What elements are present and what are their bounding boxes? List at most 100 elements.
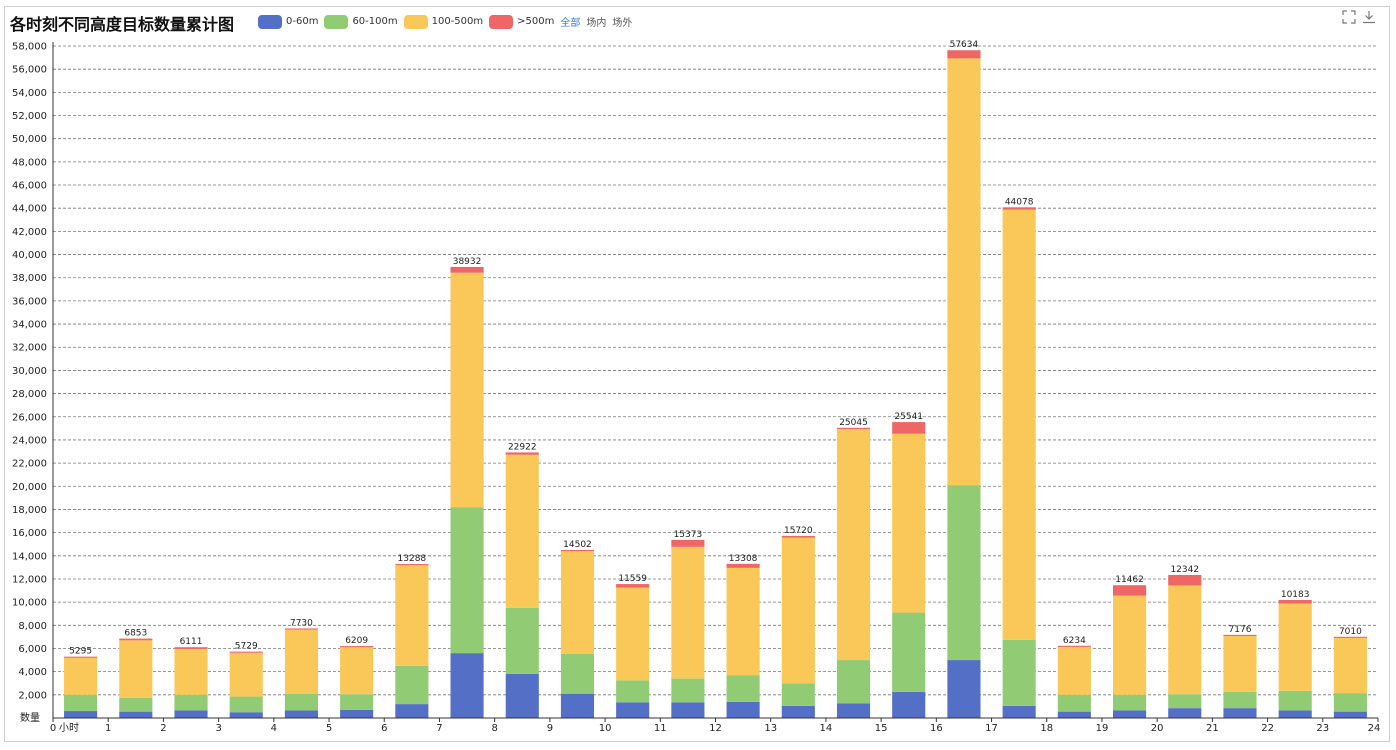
bar-segment-60-100m[interactable] bbox=[340, 694, 374, 710]
bar-segment->500m[interactable] bbox=[340, 646, 374, 648]
bar-segment-0-60m[interactable] bbox=[560, 693, 595, 718]
bar-segment-100-500m[interactable] bbox=[781, 537, 815, 684]
bar-segment-0-60m[interactable] bbox=[505, 673, 539, 718]
bar-segment-100-500m[interactable] bbox=[340, 647, 374, 695]
bar-segment->500m[interactable] bbox=[1278, 600, 1312, 604]
bar-segment-0-60m[interactable] bbox=[947, 660, 981, 718]
bar-segment-60-100m[interactable] bbox=[174, 694, 208, 711]
bar-segment-0-60m[interactable] bbox=[892, 691, 926, 718]
bar-segment-60-100m[interactable] bbox=[1278, 690, 1312, 711]
bar-segment-100-500m[interactable] bbox=[947, 58, 981, 486]
bar-segment->500m[interactable] bbox=[64, 656, 98, 658]
bar-segment->500m[interactable] bbox=[119, 638, 153, 641]
bar-segment-60-100m[interactable] bbox=[1057, 694, 1091, 712]
legend-item-over-500m[interactable]: >500m bbox=[489, 14, 554, 29]
bar-segment-0-60m[interactable] bbox=[726, 701, 760, 718]
bar-segment->500m[interactable] bbox=[1168, 575, 1202, 586]
bar-segment-60-100m[interactable] bbox=[671, 678, 705, 703]
bar-segment-0-60m[interactable] bbox=[1057, 711, 1091, 718]
bar-segment-60-100m[interactable] bbox=[284, 693, 318, 711]
bar-segment-60-100m[interactable] bbox=[781, 683, 815, 706]
bar-segment-0-60m[interactable] bbox=[395, 704, 429, 718]
legend-item-100-500m[interactable]: 100-500m bbox=[403, 14, 483, 29]
bar-segment->500m[interactable] bbox=[229, 651, 263, 653]
bar-segment-100-500m[interactable] bbox=[64, 657, 98, 695]
bar-segment-0-60m[interactable] bbox=[229, 712, 263, 718]
bar-segment-0-60m[interactable] bbox=[450, 653, 484, 718]
bar-segment-60-100m[interactable] bbox=[1223, 691, 1257, 709]
bar-segment->500m[interactable] bbox=[1333, 636, 1367, 638]
bar-segment->500m[interactable] bbox=[836, 427, 871, 429]
bar-segment-100-500m[interactable] bbox=[1223, 636, 1257, 692]
bar-segment-0-60m[interactable] bbox=[340, 709, 374, 718]
bar-segment-60-100m[interactable] bbox=[229, 696, 263, 713]
bar-segment-0-60m[interactable] bbox=[616, 702, 650, 718]
bar-segment->500m[interactable] bbox=[505, 452, 539, 455]
bar-segment-0-60m[interactable] bbox=[1278, 710, 1312, 718]
bar-segment-0-60m[interactable] bbox=[1223, 708, 1257, 718]
bar-segment-100-500m[interactable] bbox=[671, 546, 705, 679]
bar-segment-60-100m[interactable] bbox=[395, 665, 429, 705]
bar-segment-60-100m[interactable] bbox=[1113, 694, 1147, 711]
bar-segment->500m[interactable] bbox=[726, 563, 760, 568]
bar-segment-0-60m[interactable] bbox=[284, 710, 318, 718]
bar-segment-100-500m[interactable] bbox=[119, 640, 153, 698]
bar-segment-100-500m[interactable] bbox=[284, 629, 318, 694]
bar-segment->500m[interactable] bbox=[616, 584, 650, 588]
bar-segment-60-100m[interactable] bbox=[726, 675, 760, 702]
bar-segment->500m[interactable] bbox=[947, 50, 981, 59]
bar-segment-100-500m[interactable] bbox=[505, 454, 539, 608]
bar-segment->500m[interactable] bbox=[1057, 645, 1091, 647]
bar-segment-0-60m[interactable] bbox=[671, 702, 705, 718]
bar-segment-100-500m[interactable] bbox=[1002, 209, 1036, 640]
bar-segment->500m[interactable] bbox=[892, 422, 926, 434]
bar-segment-100-500m[interactable] bbox=[1113, 595, 1147, 695]
bar-segment-100-500m[interactable] bbox=[1057, 646, 1091, 695]
bar-segment-60-100m[interactable] bbox=[947, 485, 981, 661]
bar-segment->500m[interactable] bbox=[1113, 585, 1147, 596]
bar-segment-100-500m[interactable] bbox=[836, 428, 871, 661]
bar-segment-0-60m[interactable] bbox=[119, 711, 153, 718]
bar-segment->500m[interactable] bbox=[560, 549, 595, 552]
bar-segment-100-500m[interactable] bbox=[229, 652, 263, 697]
bar-segment-100-500m[interactable] bbox=[560, 551, 595, 654]
bar-segment-60-100m[interactable] bbox=[505, 607, 539, 674]
bar-segment-60-100m[interactable] bbox=[450, 507, 484, 654]
filter-all[interactable]: 全部 bbox=[560, 18, 581, 29]
bar-segment-100-500m[interactable] bbox=[450, 272, 484, 508]
bar-segment-60-100m[interactable] bbox=[1333, 693, 1367, 712]
bar-segment-0-60m[interactable] bbox=[1113, 710, 1147, 718]
bar-segment-60-100m[interactable] bbox=[64, 694, 98, 712]
bar-segment-100-500m[interactable] bbox=[174, 648, 208, 695]
bar-segment-60-100m[interactable] bbox=[119, 697, 153, 712]
bar-segment->500m[interactable] bbox=[395, 564, 429, 566]
bar-segment-60-100m[interactable] bbox=[892, 612, 926, 692]
bar-segment->500m[interactable] bbox=[450, 266, 484, 273]
bar-segment-100-500m[interactable] bbox=[616, 587, 650, 681]
download-icon[interactable] bbox=[1362, 10, 1376, 24]
bar-segment-60-100m[interactable] bbox=[836, 660, 871, 704]
bar-segment->500m[interactable] bbox=[1223, 634, 1257, 637]
bar-segment-100-500m[interactable] bbox=[726, 567, 760, 676]
bar-segment-100-500m[interactable] bbox=[892, 433, 926, 613]
bar-segment->500m[interactable] bbox=[671, 539, 705, 547]
bar-segment-100-500m[interactable] bbox=[1168, 585, 1202, 695]
legend-item-60-100m[interactable]: 60-100m bbox=[324, 14, 398, 29]
bar-segment-0-60m[interactable] bbox=[1168, 708, 1202, 718]
bar-segment-100-500m[interactable] bbox=[395, 565, 429, 666]
filter-inside[interactable]: 场内 bbox=[586, 18, 607, 29]
bar-segment-0-60m[interactable] bbox=[174, 710, 208, 718]
bar-segment-60-100m[interactable] bbox=[1168, 694, 1202, 709]
bar-segment-60-100m[interactable] bbox=[1002, 639, 1036, 706]
filter-outside[interactable]: 场外 bbox=[612, 18, 633, 29]
bar-segment-0-60m[interactable] bbox=[1333, 711, 1367, 718]
bar-segment->500m[interactable] bbox=[1002, 207, 1036, 210]
bar-segment->500m[interactable] bbox=[781, 535, 815, 538]
bar-segment-60-100m[interactable] bbox=[616, 680, 650, 703]
bar-segment->500m[interactable] bbox=[284, 628, 318, 630]
legend-item-0-60m[interactable]: 0-60m bbox=[258, 14, 318, 29]
bar-segment-0-60m[interactable] bbox=[836, 703, 871, 718]
bar-segment-0-60m[interactable] bbox=[64, 711, 98, 718]
bar-segment-100-500m[interactable] bbox=[1333, 637, 1367, 694]
bar-segment-60-100m[interactable] bbox=[560, 653, 595, 694]
